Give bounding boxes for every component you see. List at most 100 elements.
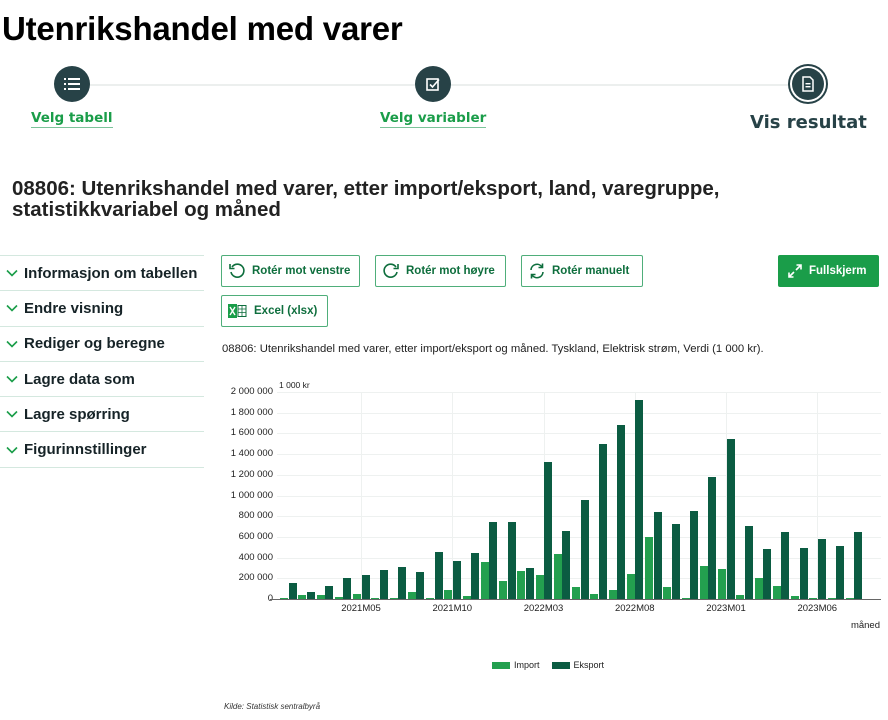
rotate-right-label: Rotér mot høyre bbox=[406, 265, 495, 277]
sidebar-item-label: Figurinnstillinger bbox=[24, 441, 147, 459]
bar-import[interactable] bbox=[754, 578, 763, 599]
bar-eksport[interactable] bbox=[817, 538, 826, 599]
bar-eksport[interactable] bbox=[398, 567, 406, 599]
sidebar-item-figurinnstillinger[interactable]: Figurinnstillinger bbox=[0, 432, 204, 468]
step-velg-variabler[interactable]: Velg variabler bbox=[380, 66, 487, 128]
bar-import[interactable] bbox=[480, 562, 489, 599]
bar-import[interactable] bbox=[353, 594, 361, 599]
bar-eksport[interactable] bbox=[507, 522, 516, 599]
bar-eksport[interactable] bbox=[763, 549, 771, 599]
chevron-down-icon bbox=[5, 266, 19, 280]
rotate-manual-label: Rotér manuelt bbox=[552, 265, 630, 277]
bar-eksport[interactable] bbox=[343, 577, 352, 599]
checkbox-icon[interactable] bbox=[415, 66, 452, 102]
bar-import[interactable] bbox=[772, 585, 781, 599]
x-tick-label: 2023M06 bbox=[797, 603, 838, 614]
bar-eksport[interactable] bbox=[708, 477, 717, 599]
bar-eksport[interactable] bbox=[416, 571, 425, 599]
sidebar-item-rediger[interactable]: Rediger og beregne bbox=[0, 327, 204, 362]
bar-import[interactable] bbox=[845, 598, 854, 599]
bar-eksport[interactable] bbox=[489, 521, 498, 599]
rotate-right-button[interactable]: Rotér mot høyre bbox=[375, 255, 506, 287]
bar-import[interactable] bbox=[608, 590, 617, 599]
x-tick-label: 2022M08 bbox=[614, 603, 655, 614]
sidebar-item-lagre-data[interactable]: Lagre data som bbox=[0, 362, 204, 398]
bar-eksport[interactable] bbox=[306, 591, 315, 599]
sidebar-item-lagre-sporring[interactable]: Lagre spørring bbox=[0, 397, 204, 433]
bar-eksport[interactable] bbox=[544, 462, 552, 599]
bar-import[interactable] bbox=[718, 568, 726, 599]
bar-import[interactable] bbox=[371, 598, 380, 599]
bar-import[interactable] bbox=[626, 574, 635, 599]
bar-import[interactable] bbox=[590, 594, 599, 599]
bar-import[interactable] bbox=[444, 589, 453, 599]
bar-eksport[interactable] bbox=[471, 553, 479, 599]
sidebar-item-label: Lagre data som bbox=[24, 370, 135, 388]
bar-import[interactable] bbox=[280, 597, 288, 599]
bar-eksport[interactable] bbox=[452, 561, 461, 599]
bar-import[interactable] bbox=[809, 597, 818, 599]
bar-import[interactable] bbox=[791, 595, 799, 599]
bar-import[interactable] bbox=[645, 536, 653, 599]
bar-eksport[interactable] bbox=[361, 575, 370, 599]
excel-download-button[interactable]: Excel (xlsx) bbox=[221, 295, 328, 327]
bar-eksport[interactable] bbox=[726, 438, 735, 599]
bar-import[interactable] bbox=[407, 592, 416, 599]
bar-import[interactable] bbox=[316, 595, 325, 599]
bar-import[interactable] bbox=[389, 597, 398, 599]
bar-import[interactable] bbox=[298, 594, 307, 599]
bar-eksport[interactable] bbox=[379, 569, 388, 599]
sidebar-item-informasjon[interactable]: Informasjon om tabellen bbox=[0, 256, 204, 292]
y-tick-label: 1 600 000 bbox=[230, 427, 273, 439]
rotate-left-label: Rotér mot venstre bbox=[252, 265, 351, 277]
fullscreen-button[interactable]: Fullskjerm bbox=[778, 255, 879, 287]
bar-import[interactable] bbox=[535, 574, 544, 599]
bar-eksport[interactable] bbox=[744, 525, 753, 599]
sidebar-item-endre-visning[interactable]: Endre visning bbox=[0, 291, 204, 327]
bar-import[interactable] bbox=[827, 597, 836, 599]
bar-import[interactable] bbox=[681, 598, 690, 599]
bar-eksport[interactable] bbox=[434, 551, 443, 599]
bar-import[interactable] bbox=[517, 571, 526, 599]
gridline-horizontal bbox=[277, 412, 881, 414]
fullscreen-label: Fullskjerm bbox=[809, 265, 867, 277]
bar-eksport[interactable] bbox=[836, 545, 844, 599]
bar-eksport[interactable] bbox=[671, 523, 680, 599]
bar-eksport[interactable] bbox=[635, 400, 644, 599]
bar-eksport[interactable] bbox=[325, 586, 333, 599]
step-velg-tabell[interactable]: Velg tabell bbox=[31, 66, 113, 128]
bar-import[interactable] bbox=[334, 597, 343, 599]
bar-eksport[interactable] bbox=[562, 530, 571, 599]
bar-eksport[interactable] bbox=[690, 511, 698, 599]
bar-eksport[interactable] bbox=[288, 583, 297, 599]
list-icon[interactable] bbox=[53, 66, 90, 102]
bar-import[interactable] bbox=[736, 594, 745, 599]
x-tick-label: 2022M03 bbox=[523, 603, 564, 614]
bar-eksport[interactable] bbox=[653, 512, 662, 599]
step-label-velg-tabell[interactable]: Velg tabell bbox=[31, 110, 113, 128]
legend-item-import[interactable]: Import bbox=[492, 660, 540, 670]
rotate-left-button[interactable]: Rotér mot venstre bbox=[221, 255, 360, 287]
bar-import[interactable] bbox=[553, 553, 562, 599]
bar-eksport[interactable] bbox=[617, 425, 625, 599]
y-tick-label: 800 000 bbox=[238, 510, 273, 522]
bar-import[interactable] bbox=[426, 597, 434, 599]
bar-eksport[interactable] bbox=[854, 531, 863, 599]
y-tick-label: 1 400 000 bbox=[230, 448, 273, 460]
step-label-velg-variabler[interactable]: Velg variabler bbox=[380, 110, 487, 128]
sidebar-item-label: Informasjon om tabellen bbox=[24, 264, 198, 282]
y-tick-label: 2 000 000 bbox=[230, 386, 273, 397]
legend-item-eksport[interactable]: Eksport bbox=[551, 660, 604, 670]
bar-import[interactable] bbox=[572, 586, 580, 599]
bar-eksport[interactable] bbox=[525, 567, 534, 599]
rotate-manual-button[interactable]: Rotér manuelt bbox=[521, 255, 643, 287]
bar-import[interactable] bbox=[699, 565, 708, 599]
bar-import[interactable] bbox=[462, 596, 471, 599]
bar-eksport[interactable] bbox=[781, 532, 790, 599]
bar-eksport[interactable] bbox=[580, 499, 589, 599]
bar-import[interactable] bbox=[499, 580, 507, 599]
bar-eksport[interactable] bbox=[598, 443, 607, 599]
bar-import[interactable] bbox=[663, 587, 672, 599]
legend-label-import: Import bbox=[514, 660, 540, 670]
bar-eksport[interactable] bbox=[799, 547, 808, 599]
